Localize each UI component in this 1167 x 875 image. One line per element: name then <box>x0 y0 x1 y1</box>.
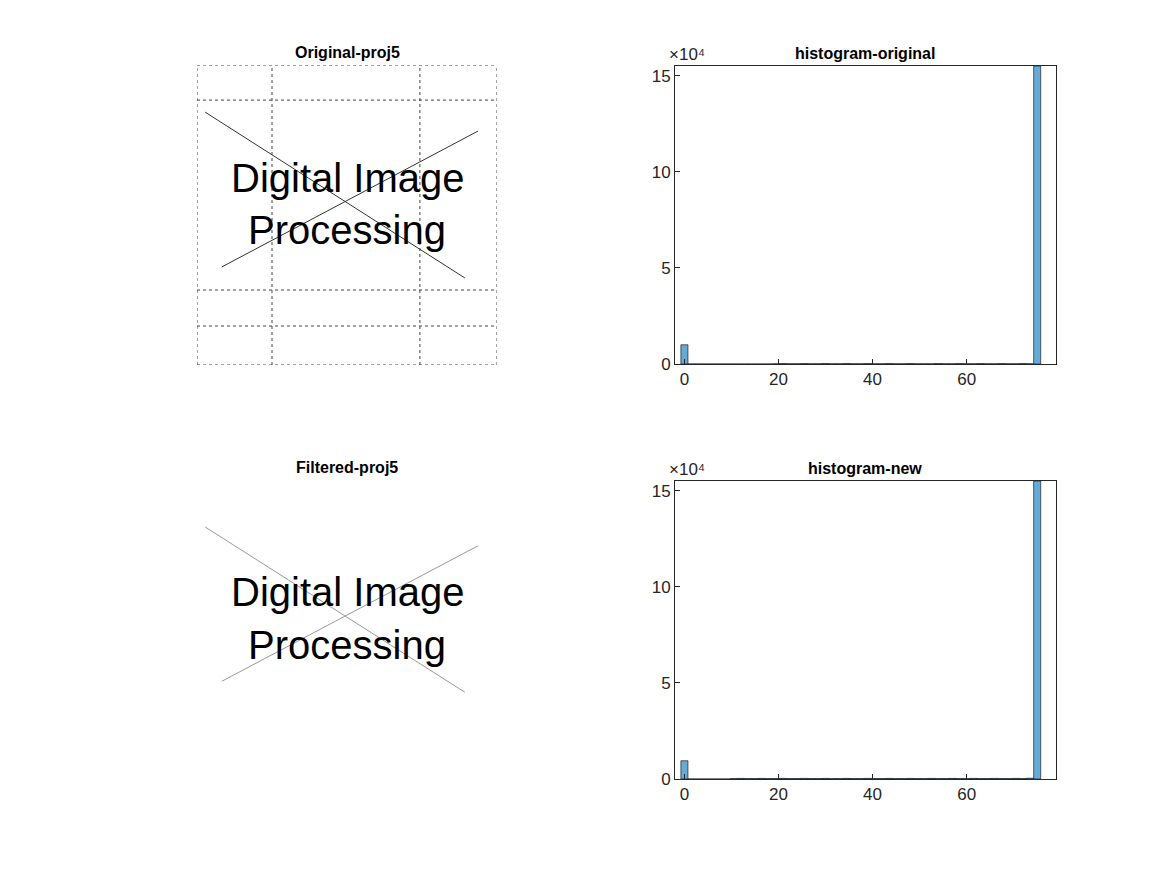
svg-text:10: 10 <box>652 578 671 597</box>
svg-text:20: 20 <box>769 785 788 804</box>
svg-text:Processing: Processing <box>248 208 446 252</box>
svg-text:0: 0 <box>680 785 689 804</box>
svg-text:0: 0 <box>680 370 689 389</box>
svg-text:0: 0 <box>661 355 670 374</box>
svg-text:5: 5 <box>661 259 670 278</box>
svg-text:×10⁴: ×10⁴ <box>669 460 705 479</box>
svg-text:60: 60 <box>957 785 976 804</box>
svg-text:Filtered-proj5: Filtered-proj5 <box>296 459 398 476</box>
svg-text:20: 20 <box>769 370 788 389</box>
svg-text:×10⁴: ×10⁴ <box>669 45 705 64</box>
svg-text:40: 40 <box>863 785 882 804</box>
svg-text:histogram-new: histogram-new <box>808 460 922 477</box>
svg-text:10: 10 <box>652 163 671 182</box>
svg-text:Digital Image: Digital Image <box>231 156 464 200</box>
svg-text:Processing: Processing <box>248 623 446 667</box>
svg-text:Original-proj5: Original-proj5 <box>295 44 400 61</box>
svg-text:5: 5 <box>661 674 670 693</box>
svg-text:15: 15 <box>652 67 671 86</box>
svg-text:60: 60 <box>957 370 976 389</box>
svg-text:15: 15 <box>652 482 671 501</box>
svg-text:40: 40 <box>863 370 882 389</box>
svg-text:0: 0 <box>661 770 670 789</box>
svg-text:Digital Image: Digital Image <box>231 570 464 614</box>
svg-text:histogram-original: histogram-original <box>795 45 935 62</box>
